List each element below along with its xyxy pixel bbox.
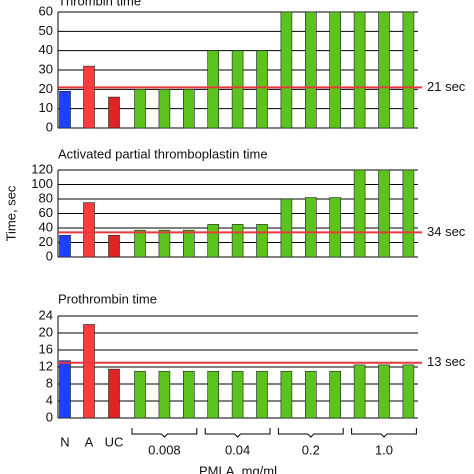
- bar: [231, 224, 244, 258]
- bar: [280, 370, 293, 419]
- bar: [158, 229, 171, 258]
- bar: [329, 197, 342, 258]
- x-tick-label: UC: [105, 434, 124, 449]
- bar: [83, 202, 95, 258]
- y-tick-label: 50: [39, 23, 53, 38]
- panel-title: Activated partial thromboplastin time: [58, 146, 268, 161]
- bar: [304, 197, 317, 258]
- bar: [231, 50, 244, 129]
- bar: [402, 169, 415, 258]
- x-tick-label: A: [85, 434, 94, 449]
- bar: [256, 50, 268, 129]
- x-axis-label: PMLA, mg/ml: [199, 463, 277, 474]
- y-tick-label: 16: [39, 341, 53, 356]
- bar: [353, 169, 366, 258]
- group-label: 0.04: [225, 442, 250, 457]
- bar: [183, 370, 195, 419]
- group-label: 0.2: [302, 442, 320, 457]
- y-tick-label: 100: [31, 176, 53, 191]
- panel-title: Thrombin time: [58, 0, 141, 8]
- y-tick-label: 12: [39, 358, 53, 373]
- y-tick-label: 0: [46, 409, 53, 424]
- bar: [134, 229, 146, 258]
- bar: [329, 370, 342, 419]
- group-bracket: [351, 428, 417, 438]
- bar: [256, 370, 268, 419]
- y-tick-label: 20: [39, 234, 53, 249]
- bar: [83, 324, 95, 419]
- bar: [108, 368, 120, 419]
- bar: [280, 11, 293, 129]
- y-tick-label: 30: [39, 61, 53, 76]
- y-tick-label: 0: [46, 248, 53, 263]
- bar: [134, 370, 146, 419]
- y-tick-label: 120: [31, 161, 53, 176]
- x-tick-label: N: [60, 434, 69, 449]
- y-tick-label: 10: [39, 100, 53, 115]
- y-tick-label: 60: [39, 205, 53, 220]
- reference-label: 21 sec: [427, 79, 466, 94]
- bar: [183, 229, 195, 258]
- reference-label: 13 sec: [427, 354, 466, 369]
- y-tick-label: 24: [39, 307, 53, 322]
- group-label: 1.0: [375, 442, 393, 457]
- group-bracket: [131, 428, 198, 438]
- bar: [207, 224, 219, 258]
- bar: [353, 364, 366, 419]
- bar: [402, 11, 415, 129]
- bar: [402, 364, 415, 419]
- group-bracket: [204, 428, 271, 438]
- bar: [207, 50, 219, 129]
- bar: [59, 90, 71, 129]
- bar: [183, 89, 195, 129]
- bar: [304, 11, 317, 129]
- bar: [59, 360, 71, 419]
- bar: [378, 11, 390, 129]
- bar: [59, 234, 71, 258]
- y-tick-label: 20: [39, 324, 53, 339]
- bar: [158, 370, 171, 419]
- group-label: 0.008: [148, 442, 181, 457]
- y-tick-label: 40: [39, 219, 53, 234]
- bar: [83, 65, 95, 129]
- bar: [231, 370, 244, 419]
- bar: [207, 370, 219, 419]
- bar: [256, 224, 268, 258]
- bar: [280, 198, 293, 258]
- y-tick-label: 40: [39, 42, 53, 57]
- bar: [108, 234, 120, 258]
- reference-label: 34 sec: [427, 224, 466, 239]
- group-bracket: [277, 428, 344, 438]
- bar: [134, 89, 146, 129]
- y-axis-label: Time, sec: [3, 185, 18, 241]
- panel-title: Prothrombin time: [58, 291, 157, 306]
- bar: [329, 11, 342, 129]
- bar: [378, 169, 390, 258]
- y-tick-label: 60: [39, 3, 53, 18]
- bar: [108, 96, 120, 129]
- y-tick-label: 80: [39, 190, 53, 205]
- y-tick-label: 8: [46, 375, 53, 390]
- bar: [158, 89, 171, 129]
- bar: [304, 370, 317, 419]
- bar: [353, 11, 366, 129]
- y-tick-label: 4: [46, 392, 53, 407]
- y-tick-label: 0: [46, 119, 53, 134]
- bar: [378, 364, 390, 419]
- y-tick-label: 20: [39, 81, 53, 96]
